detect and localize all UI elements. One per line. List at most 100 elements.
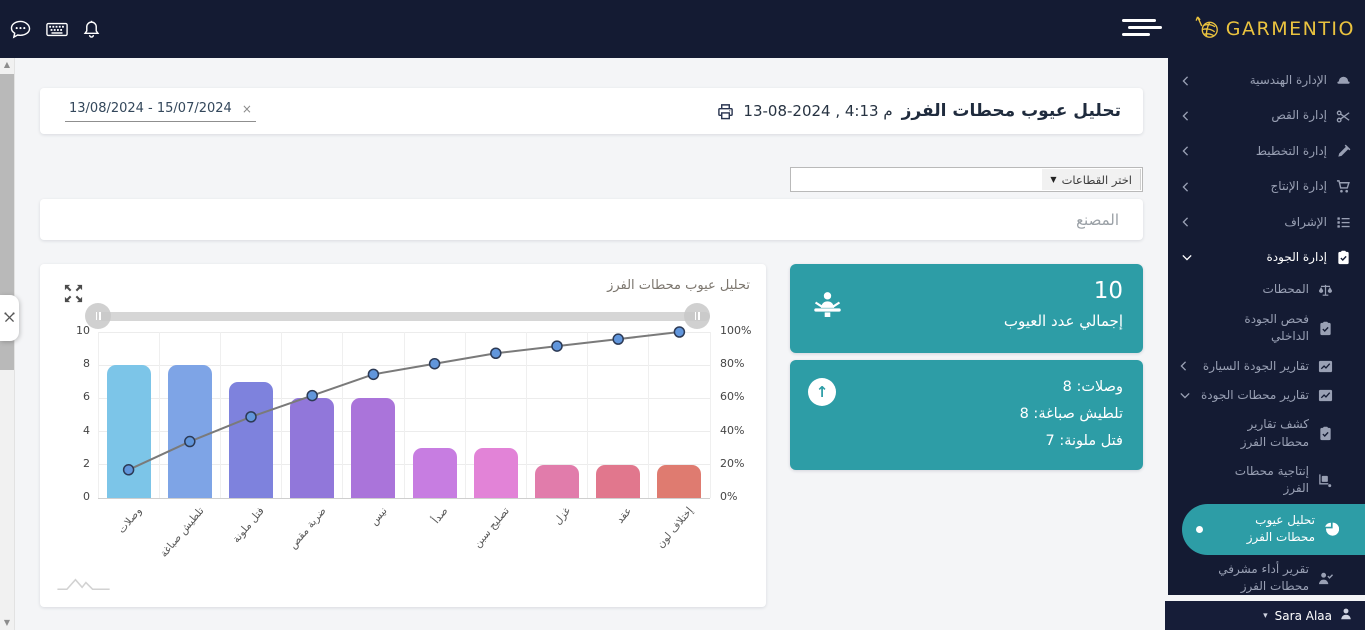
cumulative-point[interactable]	[673, 326, 686, 338]
sidebar-item[interactable]: تقارير محطات الجودة	[1168, 381, 1365, 410]
sidebar-item-label: كشف تقارير محطات الفرز	[1240, 417, 1309, 449]
scroll-up-arrow[interactable]: ▲	[3, 60, 11, 69]
pareto-bar[interactable]	[473, 448, 518, 498]
cumulative-point[interactable]	[612, 333, 624, 345]
slider-handle-right[interactable]	[684, 303, 710, 329]
sidebar-item-label: إنتاجية محطات الفرز	[1234, 464, 1309, 496]
x-axis-label: صدأ	[430, 505, 451, 527]
cumulative-line-layer	[122, 326, 686, 476]
sidebar-item-label: إدارة الإنتاج	[1270, 179, 1327, 194]
sidebar-item-label: تقارير محطات الجودة	[1201, 387, 1309, 402]
cumulative-point[interactable]	[490, 347, 502, 359]
sidebar-item[interactable]: إنتاجية محطات الفرز	[1168, 457, 1365, 504]
grid-line	[709, 332, 711, 498]
bell-icon[interactable]	[83, 20, 100, 39]
cumulative-point[interactable]	[306, 389, 318, 402]
sidebar-item[interactable]: إدارة التخطيط	[1168, 134, 1365, 169]
sidebar-item[interactable]: الإشراف	[1168, 205, 1365, 240]
page-tools-tab[interactable]	[0, 295, 19, 341]
pareto-bar[interactable]	[290, 398, 335, 498]
sidebar-item[interactable]: إدارة الإنتاج	[1168, 169, 1365, 204]
sidebar-item[interactable]: فحص الجودة الداخلي	[1168, 305, 1365, 352]
sidebar-item[interactable]: إدارة القص	[1168, 98, 1365, 133]
cumulative-point[interactable]	[551, 340, 563, 352]
sidebar-item[interactable]: تحليل عيوب محطات الفرز	[1182, 503, 1365, 555]
clear-date-icon[interactable]: ×	[241, 101, 252, 116]
sidebar-item-label: تحليل عيوب محطات الفرز	[1246, 512, 1315, 545]
y-axis-tick: 2	[83, 456, 90, 470]
x-axis-label: تصليح سبن	[471, 505, 513, 551]
pareto-bar[interactable]	[106, 365, 151, 498]
factory-row[interactable]: المصنع	[40, 199, 1143, 240]
arrow-up-circle-icon: ↑	[808, 378, 836, 406]
grid-line	[525, 332, 527, 498]
chevron-down-icon: ▼	[1050, 175, 1057, 184]
pareto-bar[interactable]	[596, 464, 641, 498]
chart-line-icon	[1318, 388, 1333, 403]
sidebar-item[interactable]: المحطات	[1168, 275, 1365, 304]
grid-line	[219, 332, 221, 498]
chevron-down-icon	[1180, 392, 1190, 399]
yarn-logo-icon	[1194, 14, 1221, 45]
grid-line	[587, 332, 589, 498]
sector-select[interactable]: اختر القطاعات ▼	[790, 167, 1143, 192]
top-defect-line: وصلات: 8	[1062, 379, 1123, 395]
pareto-bar[interactable]	[412, 448, 457, 498]
vertical-scrollbar[interactable]: ▲ ▼	[0, 58, 15, 630]
user-bar[interactable]: Sara Alaa ▾	[1165, 601, 1365, 630]
cumulative-point[interactable]	[122, 464, 135, 476]
y-axis-tick: 0	[83, 490, 90, 503]
sidebar-item[interactable]: الإدارة الهندسية	[1168, 63, 1365, 98]
scroll-down-arrow[interactable]: ▼	[3, 618, 11, 627]
sidebar-item-label: الإشراف	[1284, 214, 1327, 229]
date-range-input[interactable]: 13/08/2024 - 15/07/2024 ×	[65, 101, 256, 122]
sidebar-item[interactable]: تقرير أداء مشرفي محطات الفرز	[1168, 555, 1365, 602]
cumulative-point[interactable]	[428, 357, 441, 370]
grid-line	[464, 332, 466, 498]
page-title-group: تحليل عيوب محطات الفرز 13-08-2024 , 4:13…	[717, 88, 1121, 134]
sidebar-item[interactable]: تقارير الجودة السيارة	[1168, 352, 1365, 381]
x-axis-label: ضربة مقص	[286, 505, 329, 552]
sidebar-item-label: إدارة القص	[1271, 108, 1327, 123]
sidebar-item-label: الإدارة الهندسية	[1249, 73, 1327, 87]
chat-icon[interactable]	[10, 20, 31, 39]
pareto-bar[interactable]	[167, 365, 212, 498]
chevron-left-icon	[1182, 76, 1189, 86]
chevron-left-icon	[1182, 146, 1189, 157]
factory-label: المصنع	[1076, 210, 1119, 229]
chart-card: تحليل عيوب محطات الفرز 10 8 6 4 2 0 100% 80% 60%…	[40, 264, 766, 607]
expand-icon[interactable]	[63, 283, 84, 308]
sidebar-item[interactable]: كشف تقارير محطات الفرز	[1168, 410, 1365, 457]
cumulative-point[interactable]	[245, 411, 257, 423]
top-defects-card: وصلات: 8 تلطيش صباغة: 8 فتل ملونة: 7 ↑	[790, 360, 1143, 470]
sidebar-item[interactable]: إدارة الجودة	[1168, 240, 1365, 275]
sidebar-item-label: إدارة الجودة	[1266, 249, 1327, 264]
percent-axis-tick: 80%	[720, 357, 745, 371]
tasks-icon	[1336, 215, 1351, 230]
pareto-bar[interactable]	[657, 464, 702, 498]
print-icon[interactable]	[717, 103, 734, 120]
grid-line	[342, 332, 344, 498]
sidebar-item-label: إدارة التخطيط	[1255, 143, 1327, 158]
total-defects-value: 10	[1093, 278, 1123, 304]
user-check-icon	[1318, 571, 1333, 586]
brand-name: GARMENTIO	[1225, 18, 1355, 40]
pareto-bar[interactable]	[228, 381, 274, 498]
sidebar-menu: الإدارة الهندسية إدارة القص إدارة التخطيط إ…	[1168, 58, 1365, 595]
percent-axis-tick: 60%	[720, 390, 745, 404]
zoom-slider-track[interactable]	[98, 312, 710, 321]
pareto-bar[interactable]	[351, 398, 396, 498]
hamburger-menu-icon[interactable]	[1122, 19, 1162, 39]
x-axis-label: نيس	[367, 505, 390, 528]
clipboard-check-icon	[1318, 321, 1333, 336]
sidebar-item-label: فحص الجودة الداخلي	[1244, 311, 1309, 344]
slider-handle-left[interactable]	[85, 303, 111, 329]
scissors-icon	[1336, 109, 1351, 124]
cumulative-point[interactable]	[367, 368, 380, 381]
cumulative-point[interactable]	[184, 435, 196, 448]
sector-select-button[interactable]: اختر القطاعات ▼	[1042, 169, 1141, 190]
grid-line	[281, 332, 283, 498]
keyboard-icon[interactable]	[46, 22, 68, 37]
pareto-bar[interactable]	[534, 464, 580, 498]
